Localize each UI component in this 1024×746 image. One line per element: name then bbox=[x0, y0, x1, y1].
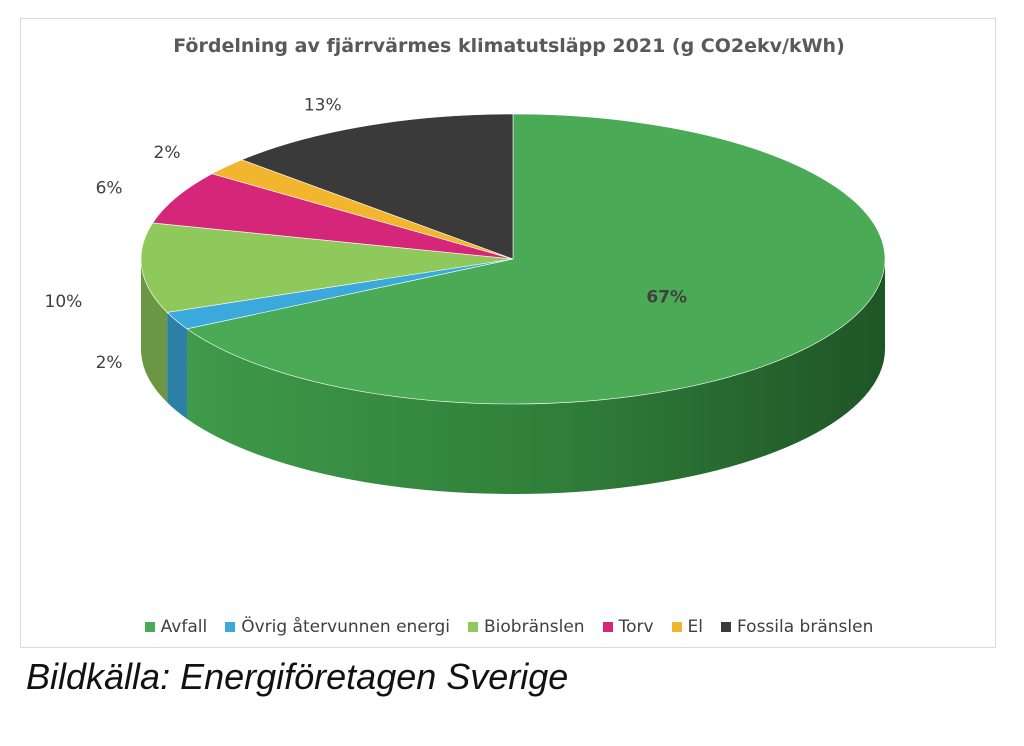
legend-label: Biobränslen bbox=[484, 617, 585, 637]
data-label-el: 2% bbox=[154, 143, 181, 163]
legend-item-biobranslen: Biobränslen bbox=[468, 617, 585, 637]
legend-item-ovrig-atervunnen-energi: Övrig återvunnen energi bbox=[225, 617, 450, 637]
chart-title: Fördelning av fjärrvärmes klimatutsläpp … bbox=[173, 35, 845, 57]
pie-slice-avfall bbox=[186, 113, 886, 405]
legend-label: Övrig återvunnen energi bbox=[241, 617, 450, 637]
legend-swatch bbox=[671, 622, 682, 632]
legend-swatch bbox=[144, 622, 155, 632]
pie-side-avfall bbox=[187, 259, 885, 494]
chart-legend: Avfall Övrig återvunnen energi Biobränslen… bbox=[21, 617, 997, 637]
pie-slice-torv bbox=[152, 173, 514, 260]
data-label-avfall: 67% bbox=[646, 287, 687, 307]
pie-chart: 67% 2% 10% 6% 2% 13% bbox=[45, 96, 886, 494]
pie-side-ovrig-atervunnen-energi bbox=[167, 312, 188, 419]
legend-swatch bbox=[721, 622, 731, 632]
data-label-ovrig-atervunnen-energi: 2% bbox=[96, 353, 123, 373]
legend-item-fossila-branslen: Fossila bränslen bbox=[721, 617, 873, 637]
data-label-torv: 6% bbox=[96, 178, 123, 198]
legend-label: Torv bbox=[618, 617, 654, 637]
legend-swatch bbox=[602, 622, 613, 632]
chart-frame: Fördelning av fjärrvärmes klimatutsläpp … bbox=[20, 18, 996, 648]
legend-label: El bbox=[687, 617, 703, 637]
legend-item-avfall: Avfall bbox=[144, 617, 208, 637]
pie-slice-fossila-branslen bbox=[240, 113, 514, 260]
legend-item-torv: Torv bbox=[602, 617, 654, 637]
data-label-biobranslen: 10% bbox=[45, 292, 83, 312]
legend-label: Avfall bbox=[160, 617, 208, 637]
pie-slice-biobranslen bbox=[140, 222, 514, 313]
legend-item-el: El bbox=[671, 617, 703, 637]
pie-side-biobranslen bbox=[141, 259, 168, 403]
legend-swatch bbox=[225, 622, 236, 632]
image-caption: Bildkälla: Energiföretagen Sverige bbox=[26, 656, 569, 697]
data-label-fossila-branslen: 13% bbox=[304, 96, 342, 116]
legend-label: Fossila bränslen bbox=[737, 617, 874, 637]
legend-swatch bbox=[468, 622, 478, 632]
